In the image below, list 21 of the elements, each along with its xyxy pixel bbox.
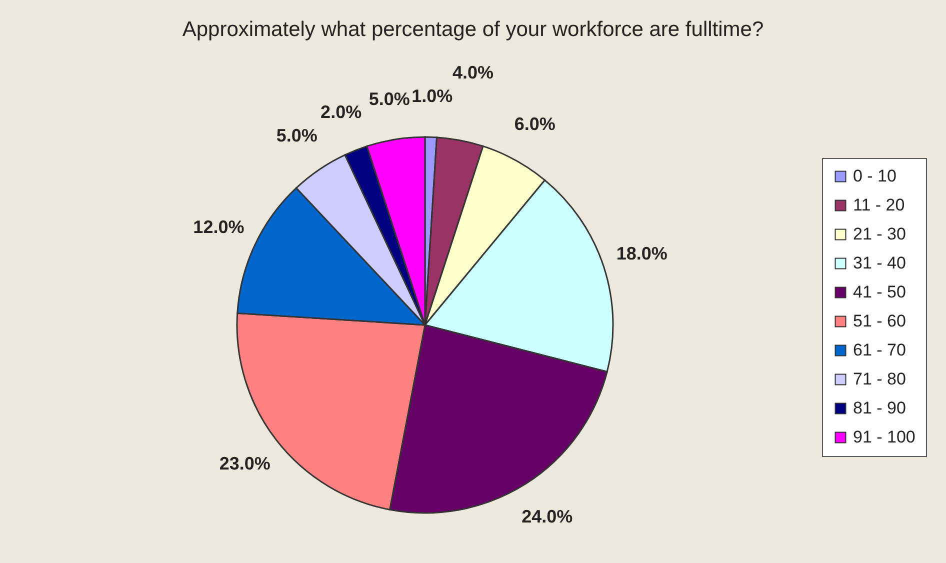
data-label: 6.0%	[514, 114, 556, 134]
legend-label: 11 - 20	[853, 196, 905, 214]
data-label: 4.0%	[452, 62, 494, 83]
legend-label: 91 - 100	[853, 428, 916, 446]
data-label: 5.0%	[276, 125, 318, 146]
legend-label: 81 - 90	[853, 398, 906, 418]
legend-label: 71 - 80	[853, 370, 906, 388]
data-label: 5.0%	[368, 88, 410, 109]
legend-label: 61 - 70	[853, 340, 906, 360]
data-label: 24.0%	[522, 506, 573, 527]
data-label: 2.0%	[320, 102, 362, 122]
legend-label: 41 - 50	[853, 282, 906, 302]
legend-label: 0 - 10	[853, 166, 896, 186]
legend-label: 51 - 60	[853, 312, 906, 330]
data-label: 1.0%	[412, 86, 453, 106]
data-label: 12.0%	[193, 216, 244, 237]
data-label: 23.0%	[219, 454, 270, 474]
legend-label: 31 - 40	[853, 254, 906, 272]
legend-label: 21 - 30	[853, 224, 906, 244]
chart-title: Approximately what percentage of your workforce are fulltime?	[182, 18, 764, 41]
data-label: 18.0%	[616, 244, 668, 264]
